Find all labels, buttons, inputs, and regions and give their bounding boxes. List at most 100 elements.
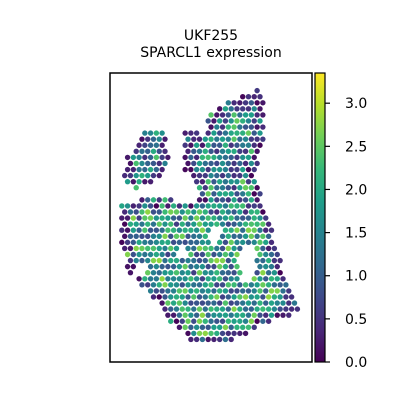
expression-spot <box>216 203 223 209</box>
expression-spot <box>245 191 252 197</box>
expression-spot <box>124 203 131 209</box>
expression-spot <box>216 300 223 306</box>
expression-spot <box>145 257 151 264</box>
expression-spot <box>199 142 206 148</box>
expression-spot <box>205 215 211 221</box>
expression-spot <box>231 318 237 324</box>
colorbar-tick-label: 0.0 <box>345 355 367 371</box>
expression-spot <box>257 312 263 318</box>
expression-spot <box>147 251 154 258</box>
expression-spot <box>193 227 200 233</box>
expression-spot <box>176 215 183 221</box>
expression-spot <box>234 251 240 258</box>
expression-spot <box>159 227 165 233</box>
spot-layer <box>119 87 301 343</box>
expression-spot <box>274 312 280 318</box>
expression-spot <box>205 251 211 258</box>
expression-spot <box>139 197 145 203</box>
expression-spot <box>191 294 197 300</box>
expression-spot <box>286 312 292 318</box>
expression-spot <box>182 166 188 173</box>
expression-spot <box>136 166 142 173</box>
expression-spot <box>199 227 206 233</box>
expression-spot <box>271 257 278 264</box>
expression-spot <box>153 288 160 294</box>
expression-spot <box>242 112 249 118</box>
expression-spot <box>208 209 214 215</box>
expression-spot <box>205 300 211 306</box>
expression-spot <box>153 276 160 282</box>
expression-spot <box>291 300 298 306</box>
expression-spot <box>231 160 237 167</box>
expression-spot <box>234 263 240 270</box>
expression-spot <box>170 239 177 246</box>
expression-spot <box>208 257 214 264</box>
expression-spot <box>156 282 162 288</box>
expression-spot <box>251 130 257 136</box>
expression-spot <box>176 276 183 282</box>
expression-spot <box>188 215 194 221</box>
expression-spot <box>219 282 226 288</box>
expression-spot <box>136 239 142 246</box>
expression-spot <box>119 203 125 209</box>
expression-spot <box>288 294 295 300</box>
expression-spot <box>188 166 194 173</box>
expression-spot <box>130 239 137 246</box>
expression-spot <box>254 257 260 264</box>
expression-spot <box>159 142 165 148</box>
expression-spot <box>248 172 255 179</box>
expression-spot <box>228 203 234 209</box>
expression-spot <box>268 239 275 246</box>
expression-spot <box>248 112 255 118</box>
expression-spot <box>251 276 257 282</box>
expression-spot <box>231 270 237 276</box>
expression-spot <box>168 306 174 312</box>
expression-spot <box>263 276 269 282</box>
expression-spot <box>182 227 188 233</box>
expression-spot <box>245 239 252 246</box>
expression-spot <box>214 160 220 167</box>
expression-spot <box>153 130 160 136</box>
expression-spot <box>168 318 174 324</box>
expression-spot <box>228 239 234 246</box>
expression-spot <box>173 282 180 288</box>
expression-spot <box>231 294 237 300</box>
expression-spot <box>122 209 128 215</box>
expression-spot <box>263 300 269 306</box>
expression-spot <box>139 172 145 179</box>
expression-spot <box>245 203 252 209</box>
expression-spot <box>188 312 194 318</box>
expression-spot <box>228 166 234 173</box>
expression-spot <box>254 197 260 203</box>
expression-spot <box>127 221 134 227</box>
expression-spot <box>168 197 174 203</box>
expression-spot <box>199 251 206 258</box>
expression-spot <box>216 239 223 246</box>
expression-spot <box>242 124 249 130</box>
expression-spot <box>136 154 142 161</box>
expression-spot <box>147 154 154 161</box>
expression-spot <box>240 166 246 173</box>
expression-spot <box>286 300 292 306</box>
expression-spot <box>245 106 252 112</box>
expression-spot <box>208 197 214 203</box>
expression-spot <box>196 257 203 264</box>
expression-spot <box>193 215 200 221</box>
expression-spot <box>188 142 194 148</box>
expression-spot <box>139 148 145 155</box>
expression-spot <box>196 330 203 337</box>
expression-spot <box>188 263 194 270</box>
colorbar-ticks: 0.0 0.5 1.0 1.5 2.0 2.5 3.0 <box>325 96 367 371</box>
expression-spot <box>237 148 243 155</box>
expression-spot <box>240 300 246 306</box>
expression-spot <box>202 221 208 227</box>
expression-spot <box>145 136 151 142</box>
expression-spot <box>254 318 260 324</box>
expression-spot <box>193 239 200 246</box>
expression-spot <box>237 330 243 337</box>
colorbar-tick-label: 2.5 <box>345 139 367 155</box>
expression-spot <box>211 263 217 270</box>
expression-spot <box>150 197 157 203</box>
expression-spot <box>211 191 217 197</box>
expression-spot <box>199 312 206 318</box>
